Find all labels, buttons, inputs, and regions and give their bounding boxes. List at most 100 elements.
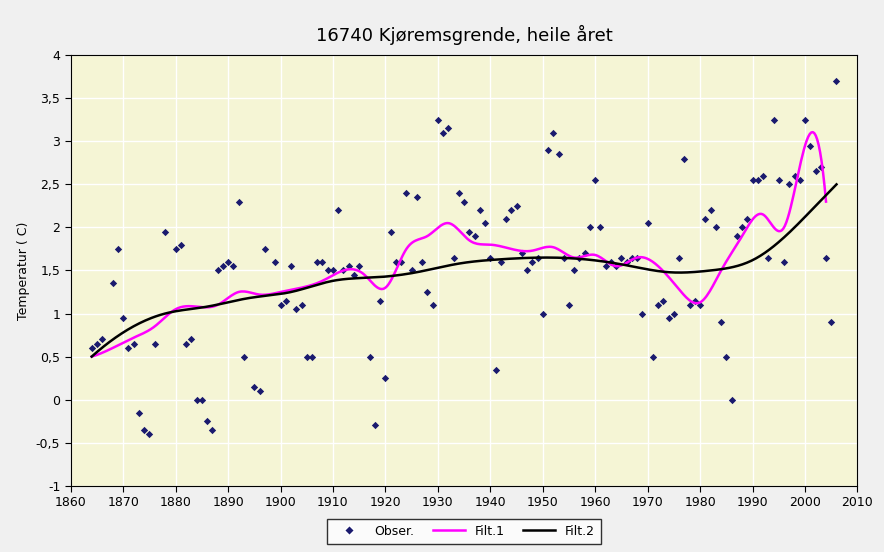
Point: [824, 318, 838, 327]
Point: [436, 128, 450, 137]
Point: [809, 167, 823, 176]
Point: [667, 309, 681, 318]
Point: [294, 300, 309, 309]
Point: [452, 189, 466, 198]
Point: [593, 223, 607, 232]
Point: [604, 257, 618, 266]
Point: [305, 352, 319, 361]
Point: [194, 395, 209, 404]
Point: [347, 270, 361, 279]
Point: [174, 240, 188, 249]
Point: [725, 395, 739, 404]
Point: [520, 266, 534, 275]
Point: [813, 163, 827, 172]
Point: [682, 300, 697, 309]
Point: [756, 171, 770, 180]
Point: [630, 253, 644, 262]
Point: [132, 408, 146, 417]
Point: [226, 262, 240, 270]
Point: [546, 128, 560, 137]
Point: [636, 309, 650, 318]
Point: [394, 257, 408, 266]
Point: [609, 262, 623, 270]
Point: [189, 395, 203, 404]
Point: [489, 365, 503, 374]
Point: [110, 245, 125, 253]
Point: [90, 339, 104, 348]
Point: [400, 189, 414, 198]
Point: [735, 223, 749, 232]
Point: [232, 197, 246, 206]
Point: [95, 335, 110, 344]
Point: [378, 374, 392, 383]
Point: [577, 249, 591, 258]
Point: [216, 262, 230, 270]
Point: [525, 257, 539, 266]
Point: [368, 421, 382, 430]
Point: [698, 214, 713, 223]
Point: [499, 214, 513, 223]
Point: [362, 352, 377, 361]
Point: [751, 176, 765, 184]
Point: [337, 266, 351, 275]
Point: [677, 154, 691, 163]
Point: [782, 180, 796, 189]
Y-axis label: Temperatur ( C): Temperatur ( C): [18, 221, 30, 320]
Point: [468, 232, 482, 241]
Point: [284, 262, 298, 270]
Point: [431, 115, 445, 124]
Point: [819, 253, 833, 262]
Point: [210, 266, 225, 275]
Point: [514, 249, 529, 258]
Point: [405, 266, 419, 275]
Point: [804, 141, 818, 150]
Point: [126, 339, 141, 348]
Point: [278, 296, 293, 305]
Point: [598, 262, 613, 270]
Point: [326, 266, 340, 275]
Point: [557, 253, 571, 262]
Point: [389, 257, 403, 266]
Point: [169, 245, 183, 253]
Point: [562, 300, 576, 309]
Point: [777, 257, 791, 266]
Point: [761, 253, 775, 262]
Point: [504, 206, 518, 215]
Point: [142, 429, 156, 438]
Point: [415, 257, 430, 266]
Point: [105, 279, 119, 288]
Point: [321, 266, 335, 275]
Point: [316, 257, 330, 266]
Point: [568, 266, 582, 275]
Point: [116, 314, 130, 322]
Point: [462, 227, 476, 236]
Point: [478, 219, 492, 227]
Point: [137, 426, 151, 434]
Point: [573, 253, 587, 262]
Point: [473, 206, 487, 215]
Point: [646, 352, 660, 361]
Point: [766, 115, 781, 124]
Point: [205, 426, 219, 434]
Point: [730, 232, 744, 241]
Point: [656, 296, 670, 305]
Point: [641, 219, 655, 227]
Point: [720, 352, 734, 361]
Point: [793, 176, 807, 184]
Point: [652, 300, 666, 309]
Point: [672, 253, 686, 262]
Point: [457, 197, 471, 206]
Point: [745, 176, 759, 184]
Point: [300, 352, 314, 361]
Point: [352, 262, 366, 270]
Point: [85, 343, 99, 352]
Point: [273, 300, 287, 309]
Point: [221, 257, 235, 266]
Point: [509, 201, 523, 210]
Point: [384, 227, 398, 236]
Point: [688, 296, 702, 305]
Point: [740, 214, 754, 223]
Point: [714, 318, 728, 327]
Point: [552, 150, 566, 158]
Point: [420, 288, 434, 296]
